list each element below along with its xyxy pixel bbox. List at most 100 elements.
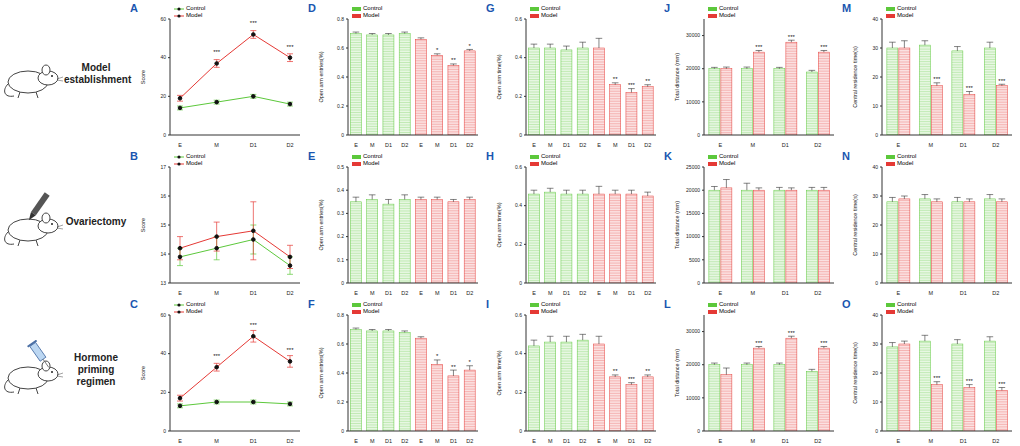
svg-text:***: *** [933, 375, 941, 381]
svg-text:D1: D1 [782, 438, 789, 443]
svg-text:0.8: 0.8 [337, 312, 344, 318]
svg-text:0.2: 0.2 [337, 103, 344, 109]
svg-text:***: *** [755, 44, 763, 50]
svg-text:M: M [214, 142, 219, 147]
svg-text:Open arm time(%): Open arm time(%) [496, 54, 502, 99]
svg-text:***: *** [628, 82, 636, 88]
svg-text:0: 0 [163, 428, 166, 434]
svg-text:0: 0 [697, 428, 700, 434]
svg-text:D1: D1 [628, 142, 635, 147]
svg-text:D2: D2 [814, 290, 821, 295]
svg-text:M: M [370, 438, 375, 443]
svg-text:M: M [435, 142, 440, 147]
svg-text:0: 0 [875, 280, 878, 286]
svg-text:D1: D1 [960, 142, 967, 147]
svg-text:0: 0 [519, 280, 522, 286]
svg-text:D1: D1 [960, 290, 967, 295]
svg-text:D1: D1 [628, 290, 635, 295]
svg-text:D1: D1 [385, 438, 392, 443]
svg-text:E: E [178, 438, 182, 443]
svg-text:0: 0 [341, 132, 344, 138]
svg-text:0.5: 0.5 [337, 164, 344, 170]
svg-text:D1: D1 [563, 142, 570, 147]
svg-text:0.6: 0.6 [337, 341, 344, 347]
svg-text:D2: D2 [579, 142, 586, 147]
svg-text:***: *** [820, 44, 828, 50]
svg-text:M: M [750, 142, 755, 147]
svg-text:E: E [354, 290, 358, 295]
svg-text:M: M [548, 290, 553, 295]
svg-text:Total distance (mm): Total distance (mm) [674, 349, 680, 397]
svg-text:0.4: 0.4 [515, 350, 522, 356]
svg-text:D1: D1 [450, 142, 457, 147]
svg-text:**: ** [613, 76, 618, 82]
svg-text:Open arm time(%): Open arm time(%) [496, 202, 502, 247]
svg-text:***: *** [213, 353, 221, 359]
svg-text:D2: D2 [466, 142, 473, 147]
svg-text:20: 20 [872, 370, 878, 376]
svg-text:0.6: 0.6 [515, 16, 522, 22]
svg-text:D1: D1 [250, 290, 257, 295]
svg-text:E: E [419, 290, 423, 295]
svg-text:20: 20 [160, 389, 166, 395]
svg-text:M: M [214, 438, 219, 443]
svg-text:**: ** [451, 57, 456, 63]
svg-text:17: 17 [160, 164, 166, 170]
svg-text:D2: D2 [286, 438, 293, 443]
svg-text:D1: D1 [385, 142, 392, 147]
svg-text:30000: 30000 [686, 32, 700, 38]
svg-text:M: M [613, 438, 618, 443]
svg-text:D2: D2 [814, 438, 821, 443]
svg-text:D2: D2 [992, 438, 999, 443]
svg-text:M: M [928, 438, 933, 443]
svg-text:***: *** [755, 340, 763, 346]
svg-text:0.6: 0.6 [515, 312, 522, 318]
svg-text:40: 40 [872, 312, 878, 318]
svg-text:16: 16 [160, 193, 166, 199]
svg-text:D2: D2 [286, 142, 293, 147]
svg-text:***: *** [250, 322, 258, 328]
svg-text:Open arm entries(%): Open arm entries(%) [318, 199, 324, 250]
svg-text:D2: D2 [644, 438, 651, 443]
svg-text:E: E [354, 438, 358, 443]
svg-text:M: M [750, 438, 755, 443]
svg-text:D1: D1 [563, 290, 570, 295]
svg-text:40: 40 [160, 54, 166, 60]
svg-text:E: E [896, 290, 900, 295]
svg-text:*: * [436, 353, 439, 359]
svg-text:E: E [896, 142, 900, 147]
svg-text:20000: 20000 [686, 187, 700, 193]
svg-text:0.4: 0.4 [337, 74, 344, 80]
svg-text:E: E [178, 290, 182, 295]
svg-text:D2: D2 [286, 290, 293, 295]
svg-text:Central residence time(s): Central residence time(s) [852, 194, 858, 256]
svg-text:14: 14 [160, 251, 166, 257]
svg-text:5000: 5000 [689, 257, 700, 263]
svg-text:40: 40 [872, 164, 878, 170]
svg-text:10000: 10000 [686, 99, 700, 105]
svg-text:20: 20 [872, 74, 878, 80]
svg-text:E: E [419, 438, 423, 443]
svg-text:0.4: 0.4 [515, 54, 522, 60]
svg-text:E: E [896, 438, 900, 443]
svg-text:D2: D2 [466, 438, 473, 443]
svg-text:0.4: 0.4 [337, 187, 344, 193]
svg-text:M: M [613, 290, 618, 295]
svg-text:0.2: 0.2 [515, 241, 522, 247]
svg-text:M: M [613, 142, 618, 147]
svg-text:D1: D1 [960, 438, 967, 443]
svg-text:D1: D1 [628, 438, 635, 443]
svg-text:20: 20 [872, 222, 878, 228]
svg-text:10000: 10000 [686, 233, 700, 239]
svg-text:M: M [928, 142, 933, 147]
svg-text:D1: D1 [563, 438, 570, 443]
svg-text:M: M [435, 438, 440, 443]
svg-text:Central residence time(s): Central residence time(s) [852, 342, 858, 404]
svg-text:E: E [718, 290, 722, 295]
svg-text:M: M [370, 290, 375, 295]
svg-text:D2: D2 [579, 290, 586, 295]
svg-text:D2: D2 [992, 142, 999, 147]
svg-text:0: 0 [341, 428, 344, 434]
svg-text:D2: D2 [401, 438, 408, 443]
svg-text:0.2: 0.2 [337, 399, 344, 405]
